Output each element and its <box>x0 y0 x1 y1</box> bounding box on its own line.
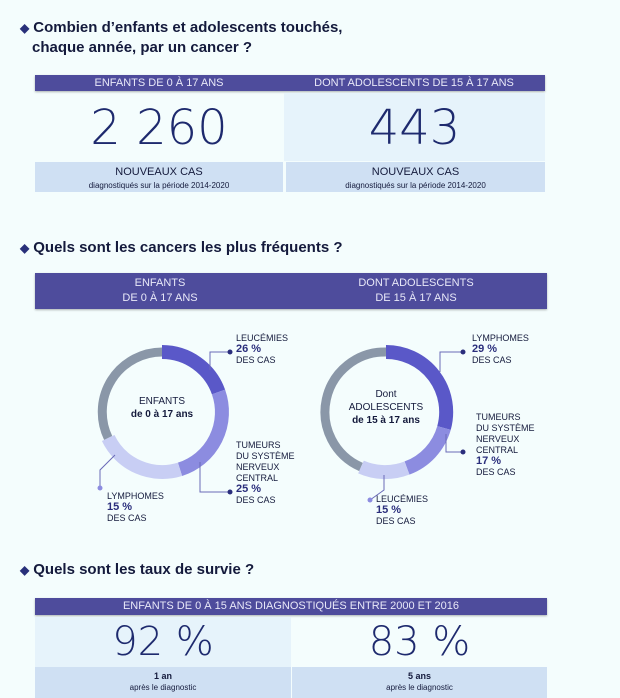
section1-header: ENFANTS DE 0 À 17 ANS DONT ADOLESCENTS D… <box>35 75 545 91</box>
donut1-leader-1 <box>209 351 230 370</box>
donut1-snc-segment <box>177 389 229 476</box>
donut2-label-snc: TUMEURS DU SYSTÈME NERVEUX CENTRAL 17 % … <box>476 412 535 478</box>
survival-1-year: 92 % <box>112 619 214 665</box>
donut-1 <box>97 345 233 495</box>
donut1-leader-2-dot <box>227 489 233 495</box>
col2-sub-period: diagnostiqués sur la période 2014-2020 <box>345 181 486 190</box>
donut1-lymphomes-segment <box>101 434 183 479</box>
donut2-label-snc-suffix: DES CAS <box>476 467 516 477</box>
donut2-label-snc-l1: TUMEURS <box>476 412 521 422</box>
donut1-label-lymphomes-name: LYMPHOMES <box>107 491 164 501</box>
donut2-label-leucemies-pct: 15 % <box>376 504 402 516</box>
donut2-center-l2: ADOLESCENTS <box>348 402 424 413</box>
donut2-snc-segment <box>404 425 451 475</box>
donut2-leucemies-segment <box>358 460 410 480</box>
question-1-line2: chaque année, par un cancer ? <box>32 39 253 56</box>
donut2-leader-2-dot <box>460 449 466 455</box>
donut2-leader-1-dot <box>460 349 466 355</box>
col1-sub-period: diagnostiqués sur la période 2014-2020 <box>88 181 230 190</box>
survival-bg-1 <box>35 617 291 667</box>
donut1-label-snc-l2: DU SYSTÈME <box>236 451 295 461</box>
donut1-label-leucemies: LEUCÉMIES 26 % DES CAS <box>236 333 288 366</box>
donut2-label-snc-l3: NERVEUX <box>476 434 520 444</box>
donut2-label-snc-pct: 17 % <box>476 455 502 467</box>
col2-subtitle: NOUVEAUX CAS diagnostiqués sur la périod… <box>286 162 545 192</box>
col2-sub-label: NOUVEAUX CAS <box>371 166 460 178</box>
donut1-leader-2 <box>199 462 230 493</box>
donut1-label-leucemies-suffix: DES CAS <box>236 355 276 365</box>
col1-sub-label: NOUVEAUX CAS <box>115 166 203 178</box>
donut2-leader-2 <box>445 434 463 453</box>
question-2: ◆ Quels sont les cancers les plus fréquen… <box>20 238 343 258</box>
col1-subtitle: NOUVEAUX CAS diagnostiqués sur la périod… <box>35 162 283 192</box>
donut1-grey-segment <box>97 347 163 440</box>
section2-col2-header-l2: DE 15 À 17 ANS <box>375 292 457 304</box>
col2-header: DONT ADOLESCENTS DE 15 À 17 ANS <box>314 77 514 89</box>
donut2-label-lymphomes: LYMPHOMES 29 % DES CAS <box>472 333 529 366</box>
section3-header: ENFANTS DE 0 À 15 ANS DIAGNOSTIQUÉS ENTR… <box>35 598 547 615</box>
diamond-icon: ◆ <box>20 563 30 577</box>
donut1-center-l1: ENFANTS <box>138 396 186 407</box>
donut1-leader-3-dot <box>97 485 103 491</box>
survival-col2-sub: 5 ans après le diagnostic <box>292 667 547 698</box>
survival-col1-after: après le diagnostic <box>129 683 197 692</box>
donut-2 <box>320 344 466 503</box>
donut2-center-l1: Dont <box>375 389 397 400</box>
donut1-label-snc-pct: 25 % <box>236 483 262 495</box>
donut2-label-leucemies-name: LEUCÉMIES <box>376 494 429 504</box>
donut1-label-lymphomes: LYMPHOMES 15 % DES CAS <box>107 491 164 524</box>
donut1-label-leucemies-pct: 26 % <box>236 343 262 355</box>
question-1-line1: Combien d’enfants et adolescents touchés… <box>33 19 343 36</box>
donut1-label-snc-l4: CENTRAL <box>236 473 279 483</box>
donut2-leader-3 <box>369 475 385 501</box>
donut1-label-lymphomes-suffix: DES CAS <box>107 513 147 523</box>
donut2-leader-1 <box>439 351 463 372</box>
section2-col1-header-l1: ENFANTS <box>134 277 186 289</box>
donut2-grey-segment <box>320 347 387 472</box>
donut1-label-lymphomes-pct: 15 % <box>107 501 133 513</box>
donut2-label-leucemies: LEUCÉMIES 15 % DES CAS <box>376 494 428 527</box>
donut2-label-lymphomes-name: LYMPHOMES <box>472 333 529 343</box>
donut1-leader-1-dot <box>227 349 233 355</box>
donut1-label-snc: TUMEURS DU SYSTÈME NERVEUX CENTRAL 25 % … <box>236 440 295 506</box>
new-cases-adolescents: 443 <box>368 100 461 156</box>
survival-col1-sub: 1 an après le diagnostic <box>35 667 291 698</box>
donut2-label-lymphomes-pct: 29 % <box>472 343 498 355</box>
section2-col2-header-l1: DONT ADOLESCENTS <box>358 277 474 289</box>
donut1-label-snc-l3: NERVEUX <box>236 462 280 472</box>
donut1-leader-3 <box>99 454 116 488</box>
col1-header: ENFANTS DE 0 À 17 ANS <box>94 77 224 89</box>
survival-col2-after: après le diagnostic <box>386 683 453 692</box>
donut1-leucemies-segment <box>161 345 226 395</box>
donut1-center: ENFANTS de 0 à 17 ans <box>112 395 212 421</box>
section2-col2-header: DONT ADOLESCENTS DE 15 À 17 ANS <box>285 273 547 309</box>
donut2-label-leucemies-suffix: DES CAS <box>376 516 416 526</box>
question-1: ◆ Combien d’enfants et adolescents touché… <box>20 18 342 58</box>
value-bg-2 <box>284 93 545 161</box>
section2-header: ENFANTS DE 0 À 17 ANS DONT ADOLESCENTS D… <box>35 273 547 309</box>
donut1-label-snc-l1: TUMEURS <box>236 440 281 450</box>
donut2-center: Dont ADOLESCENTS de 15 à 17 ans <box>336 388 436 427</box>
new-cases-total: 2 260 <box>90 100 228 156</box>
donut2-label-snc-l4: CENTRAL <box>476 445 519 455</box>
question-2-text: Quels sont les cancers les plus fréquent… <box>33 239 343 256</box>
question-3-text: Quels sont les taux de survie ? <box>33 561 255 578</box>
donut1-center-l2: de 0 à 17 ans <box>130 409 194 420</box>
donut2-label-lymphomes-suffix: DES CAS <box>472 355 512 365</box>
donut2-leader-3-dot <box>367 497 373 503</box>
donut2-lymphomes-segment <box>385 344 454 430</box>
donut1-label-leucemies-name: LEUCÉMIES <box>236 333 289 343</box>
diamond-icon: ◆ <box>20 21 30 35</box>
donut2-center-l3: de 15 à 17 ans <box>352 415 420 426</box>
survival-5-years: 83 % <box>368 619 471 665</box>
survival-col1-period: 1 an <box>153 671 172 681</box>
donut2-label-snc-l2: DU SYSTÈME <box>476 423 535 433</box>
question-3: ◆ Quels sont les taux de survie ? <box>20 560 254 580</box>
section2-col1-header: ENFANTS DE 0 À 17 ANS <box>35 273 285 309</box>
section2-col1-header-l2: DE 0 À 17 ANS <box>122 292 198 304</box>
survival-col2-period: 5 ans <box>407 671 431 681</box>
donut1-label-snc-suffix: DES CAS <box>236 495 276 505</box>
diamond-icon: ◆ <box>20 241 30 255</box>
